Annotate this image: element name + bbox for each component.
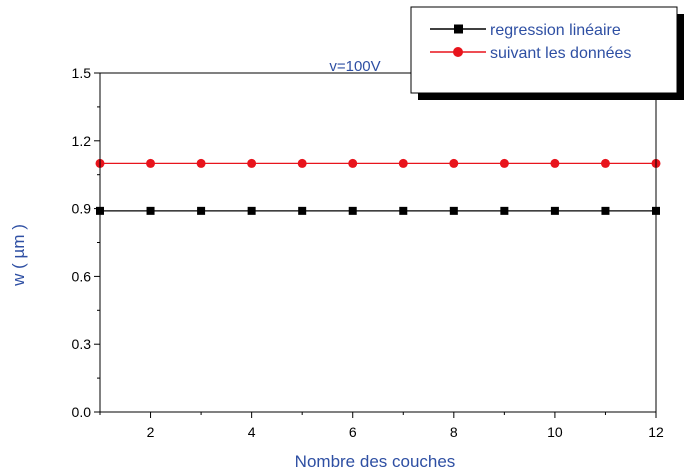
legend-entry: suivant les données (430, 45, 631, 62)
data-point-circle (499, 158, 509, 168)
plot-area-frame (99, 72, 657, 413)
data-point-circle (398, 158, 408, 168)
data-point-circle (550, 158, 560, 168)
legend-marker-circle (453, 47, 463, 57)
x-tick-label: 2 (147, 424, 155, 440)
x-axis-title: Nombre des couches (295, 452, 456, 471)
legend: regression linéaire suivant les données (410, 6, 684, 100)
data-point-circle (146, 158, 156, 168)
data-point-square (348, 206, 357, 215)
data-point-square (550, 206, 559, 215)
data-point-square (197, 206, 206, 215)
y-axis-title: w ( µm ) (9, 224, 28, 287)
y-tick-label: 0.6 (72, 268, 92, 284)
legend-marker-square (454, 24, 463, 34)
data-point-square (146, 206, 155, 215)
y-tick-label: 1.5 (72, 65, 92, 81)
data-point-square (399, 206, 408, 215)
x-tick-label: 12 (648, 424, 664, 440)
data-point-circle (196, 158, 206, 168)
data-point-circle (348, 158, 358, 168)
x-tick-label: 8 (450, 424, 458, 440)
data-point-square (500, 206, 509, 215)
data-point-circle (600, 158, 610, 168)
data-point-square (601, 206, 610, 215)
y-tick-label: 0.3 (72, 336, 92, 352)
x-axis-ticks: 2 4 6 8 10 12 (99, 412, 664, 440)
series-1 (96, 206, 660, 215)
data-point-square (298, 206, 307, 215)
data-point-square (247, 206, 256, 215)
x-tick-label: 4 (248, 424, 256, 440)
y-tick-label: 0.0 (72, 404, 92, 420)
data-point-circle (297, 158, 307, 168)
voltage-annotation: v=100V (329, 58, 380, 75)
y-tick-label: 1.2 (72, 133, 92, 149)
data-point-circle (247, 158, 257, 168)
data-point-circle (449, 158, 459, 168)
legend-label: suivant les données (490, 45, 631, 62)
legend-label: regression linéaire (490, 22, 621, 39)
data-point-square (449, 206, 458, 215)
x-tick-label: 10 (547, 424, 563, 440)
series-layer (95, 158, 661, 215)
y-axis-ticks: 0.0 0.3 0.6 0.9 1.2 1.5 (72, 65, 100, 420)
series-2 (95, 158, 661, 168)
y-tick-label: 0.9 (72, 201, 92, 217)
legend-entry: regression linéaire (430, 22, 621, 39)
x-tick-label: 6 (349, 424, 357, 440)
